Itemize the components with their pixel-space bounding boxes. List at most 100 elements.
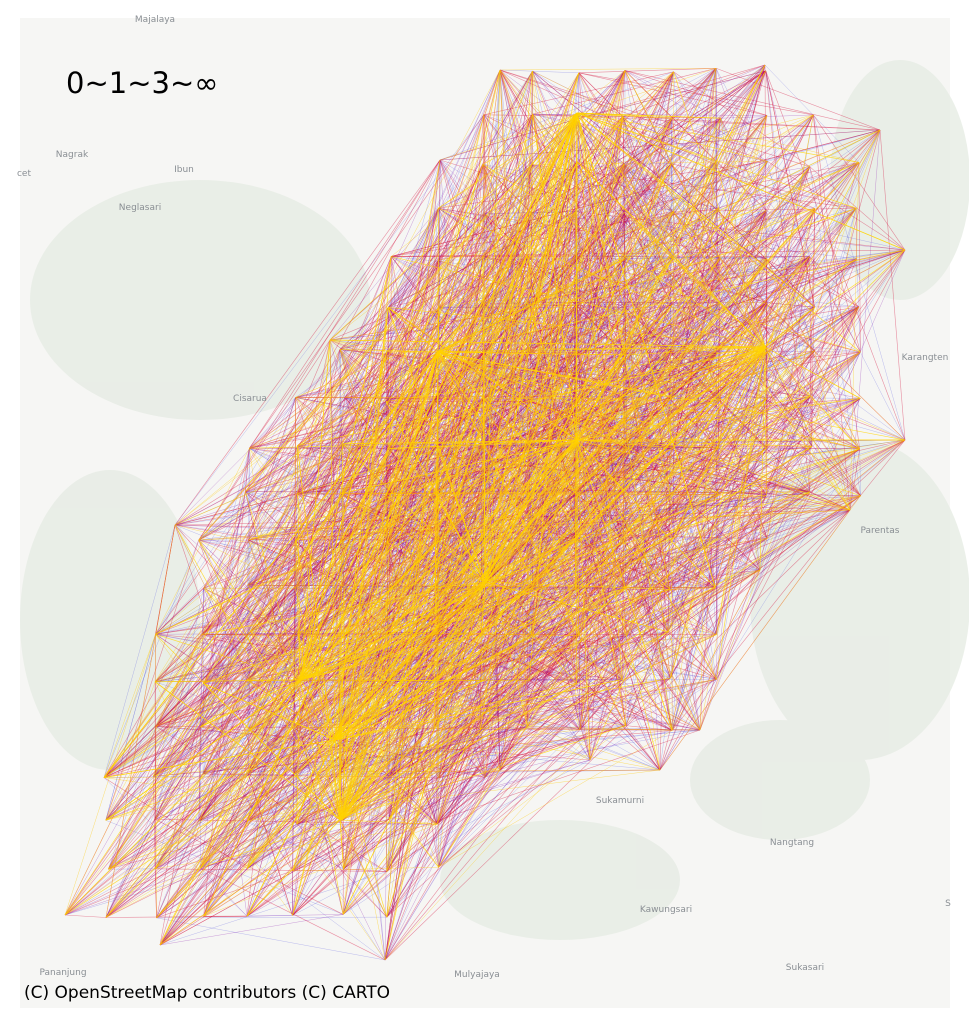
edge	[299, 587, 436, 681]
network	[64, 64, 906, 961]
edge	[480, 70, 766, 589]
edge	[103, 777, 437, 825]
edge	[296, 256, 392, 494]
edge	[334, 395, 811, 741]
edge	[671, 115, 767, 164]
edge	[155, 397, 296, 635]
edge	[434, 447, 674, 588]
edge	[154, 68, 717, 682]
edge	[247, 351, 578, 586]
edge	[292, 72, 580, 871]
edge	[339, 255, 528, 773]
edge	[714, 398, 768, 588]
edge	[386, 447, 719, 918]
edge	[767, 351, 813, 447]
edge	[437, 348, 528, 681]
edge	[334, 256, 674, 741]
edge	[339, 349, 439, 353]
edge	[295, 397, 626, 726]
edge	[386, 446, 813, 918]
edge	[159, 588, 482, 946]
edge	[386, 542, 438, 634]
edge	[384, 679, 623, 961]
edge	[622, 68, 717, 117]
edge	[384, 395, 811, 961]
edge	[297, 161, 768, 495]
edge	[159, 495, 861, 946]
edge	[438, 161, 578, 541]
edge	[296, 346, 766, 825]
edge	[153, 776, 344, 870]
edge	[344, 636, 391, 777]
edge	[105, 819, 156, 918]
edge	[344, 397, 661, 771]
edge	[203, 210, 767, 684]
edge	[480, 112, 578, 730]
edge	[156, 916, 387, 919]
edge	[672, 118, 721, 538]
edge	[153, 729, 580, 777]
edge	[576, 161, 860, 449]
edge	[809, 491, 851, 511]
place-label: Kawungsari	[640, 905, 692, 915]
edge	[437, 444, 577, 681]
edge	[386, 69, 501, 353]
edge	[103, 71, 674, 778]
edge	[527, 302, 768, 727]
edge	[574, 119, 673, 305]
edge	[670, 208, 815, 679]
edge	[297, 493, 530, 681]
edge	[246, 915, 293, 917]
edge	[527, 493, 701, 731]
edge	[578, 447, 674, 636]
edge	[434, 72, 580, 493]
edge	[108, 569, 761, 870]
edge	[386, 581, 486, 918]
edge	[716, 210, 767, 680]
edge	[154, 681, 341, 821]
edge	[577, 351, 627, 449]
place-labels: Majalaya Nagrak Ibun cet Neglasari Cisarua Kar…	[17, 15, 951, 980]
edge	[154, 302, 767, 683]
place-label: Cisarua	[233, 394, 267, 404]
edge	[153, 729, 701, 777]
edge	[715, 161, 766, 348]
edge	[389, 443, 529, 449]
edge	[343, 495, 861, 870]
edge	[480, 725, 626, 730]
edge	[198, 820, 386, 961]
edge	[299, 339, 331, 681]
edge	[247, 539, 296, 586]
edge	[719, 115, 768, 303]
edge	[246, 914, 344, 917]
edge	[292, 589, 671, 916]
edge	[576, 161, 811, 397]
edge	[329, 339, 860, 450]
edge	[198, 207, 719, 541]
edge	[339, 542, 701, 731]
edge	[766, 398, 861, 539]
edge	[528, 439, 906, 495]
edge	[811, 208, 816, 447]
edge	[531, 166, 810, 214]
edge	[103, 346, 766, 778]
edge	[299, 447, 674, 681]
edge	[716, 396, 811, 635]
edge	[499, 69, 579, 74]
edge	[767, 258, 857, 353]
edge	[154, 70, 626, 682]
edge	[879, 129, 906, 441]
edge	[438, 69, 501, 541]
edge	[329, 249, 906, 341]
edge	[105, 213, 532, 821]
edge	[434, 679, 717, 728]
edge	[671, 351, 768, 731]
edge	[155, 70, 533, 635]
edge	[386, 587, 436, 872]
edge	[576, 682, 661, 771]
edge	[669, 587, 716, 590]
edge	[624, 70, 721, 119]
edge	[248, 112, 578, 731]
edge	[294, 397, 296, 589]
edge	[391, 129, 881, 257]
